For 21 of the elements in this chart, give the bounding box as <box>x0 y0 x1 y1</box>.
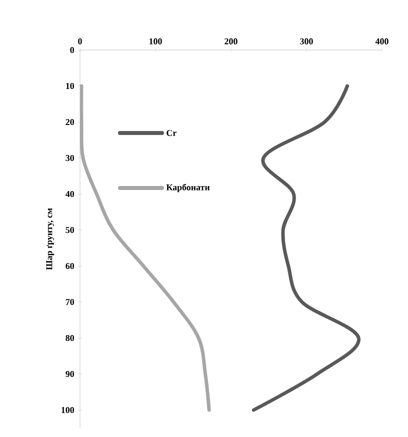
legend-label: Карбонати <box>166 184 210 192</box>
y-tick-label: 80 <box>66 334 74 342</box>
x-tick-label: 400 <box>375 38 388 44</box>
x-tick-label: 200 <box>224 38 238 44</box>
legend-label: Cr <box>166 130 176 136</box>
y-tick-label: 90 <box>66 370 74 378</box>
y-tick-label: 40 <box>66 190 74 198</box>
x-tick-label: 0 <box>78 38 82 44</box>
y-tick-label: 70 <box>66 298 74 306</box>
x-tick-label: 300 <box>300 38 313 44</box>
y-tick-label: 10 <box>66 82 74 90</box>
line-series <box>80 84 211 412</box>
y-axis-title: Шар ґрунту, см <box>46 208 54 270</box>
y-tick-label: 60 <box>66 262 74 270</box>
y-tick-label: 50 <box>66 226 74 234</box>
x-tick-label: 100 <box>149 38 162 44</box>
y-tick-label: 20 <box>66 118 74 126</box>
line-series <box>252 84 360 412</box>
y-tick-label: 0 <box>70 46 74 54</box>
y-tick-label: 30 <box>66 154 74 162</box>
y-tick-label: 100 <box>62 406 74 414</box>
